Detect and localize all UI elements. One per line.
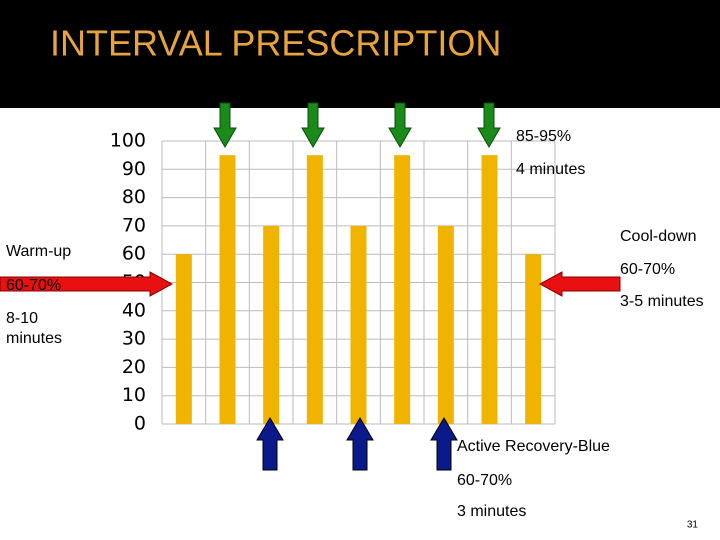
- y-tick-label: 10: [122, 384, 146, 406]
- arrow: [388, 102, 412, 148]
- y-tick-label: 100: [110, 130, 146, 152]
- y-tick-label: 0: [134, 413, 146, 435]
- annotation: 8-10: [6, 310, 38, 327]
- blue-arrows: [256, 417, 458, 471]
- annotation: 3 minutes: [457, 503, 526, 520]
- annotation: 60-70%: [6, 277, 61, 294]
- arrow: [256, 417, 284, 471]
- y-tick-label: 80: [122, 186, 146, 208]
- arrow: [346, 417, 374, 471]
- y-tick-label: 60: [122, 243, 146, 265]
- annotation: Active Recovery-Blue: [457, 438, 610, 455]
- bar: [175, 254, 192, 424]
- arrow: [0, 271, 174, 297]
- plot: 0102030405060708090100: [110, 130, 556, 435]
- annotation: 85-95%: [516, 128, 571, 145]
- arrow: [301, 102, 325, 148]
- annotation: 60-70%: [620, 261, 675, 278]
- y-tick-label: 20: [122, 356, 146, 378]
- annotation: Cool-down: [620, 228, 696, 245]
- bar: [525, 254, 542, 424]
- green-arrows: [213, 102, 501, 148]
- header-band: [0, 0, 720, 108]
- y-tick-label: 40: [122, 299, 146, 321]
- bar: [263, 225, 280, 424]
- y-tick-label: 30: [122, 328, 146, 350]
- annotation: 60-70%: [457, 472, 512, 489]
- annotation: 3-5 minutes: [620, 293, 704, 310]
- annotation: Warm-up: [6, 243, 71, 260]
- slide-title: INTERVAL PRESCRIPTION: [50, 23, 501, 64]
- bar: [350, 225, 367, 424]
- y-tick-label: 70: [122, 214, 146, 236]
- page-number: 31: [687, 520, 699, 531]
- annotation: 4 minutes: [516, 161, 585, 178]
- arrow: [477, 102, 501, 148]
- bar: [437, 225, 454, 424]
- y-tick-label: 90: [122, 158, 146, 180]
- arrow: [213, 102, 237, 148]
- arrow: [538, 271, 621, 297]
- red-arrows: [0, 271, 621, 297]
- bar: [306, 155, 323, 424]
- arrow: [430, 417, 458, 471]
- bar: [394, 155, 411, 424]
- annotation: minutes: [6, 330, 62, 347]
- bar: [219, 155, 236, 424]
- bar: [481, 155, 498, 424]
